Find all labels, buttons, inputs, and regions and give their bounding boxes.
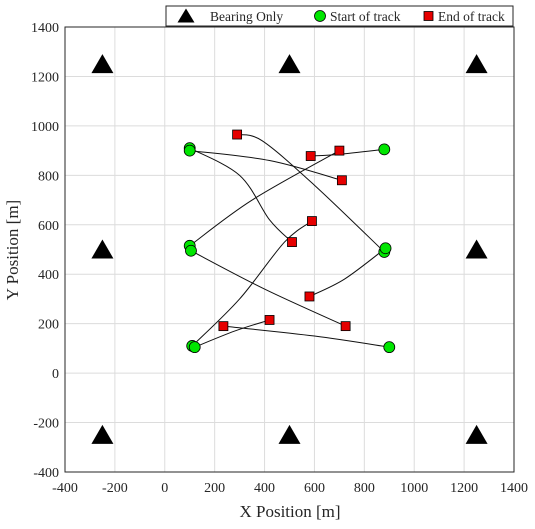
sensor-triangle-2 [278, 54, 301, 74]
track-end-marker-6 [304, 291, 315, 302]
track-line-8 [191, 220, 313, 347]
sensor-triangle-5 [465, 239, 488, 259]
y-axis-label: Y Position [m] [3, 200, 22, 300]
track-line-9 [194, 319, 270, 348]
legend-sensor-marker [177, 8, 195, 23]
start-markers [183, 142, 396, 354]
sensor-markers [91, 54, 488, 444]
legend-end-label: End of track [438, 9, 505, 24]
track-lines [189, 134, 390, 348]
legend-sensor-label: Bearing Only [210, 9, 283, 24]
track-end-marker-7 [340, 321, 351, 332]
y-tick-label: 800 [38, 169, 59, 184]
track-end-marker-8 [307, 216, 317, 226]
track-start-marker-9 [188, 341, 201, 354]
sensor-triangle-7 [278, 424, 301, 444]
track-start-marker-7 [185, 244, 197, 257]
y-tick-label: -400 [33, 466, 59, 481]
end-markers [218, 129, 351, 332]
legend-end-marker [423, 11, 434, 21]
legend-start-marker [314, 10, 326, 22]
x-tick-label: 200 [204, 481, 225, 496]
y-tick-label: 200 [38, 318, 59, 333]
x-tick-label: 1000 [400, 481, 428, 496]
track-end-marker-3 [336, 175, 347, 186]
x-tick-label: 0 [161, 481, 168, 496]
track-start-marker-3 [183, 144, 196, 157]
x-tick-label: 800 [354, 481, 375, 496]
x-tick-label: -200 [102, 481, 128, 496]
track-end-marker-1 [287, 237, 297, 247]
x-tick-label: -400 [52, 481, 78, 496]
sensor-triangle-8 [465, 424, 488, 444]
track-end-marker-10 [218, 321, 229, 332]
track-line-3 [189, 150, 343, 181]
track-line-7 [190, 250, 346, 327]
track-start-marker-6 [379, 242, 392, 255]
y-tick-label: 1000 [31, 120, 59, 135]
x-tick-label: 400 [254, 481, 275, 496]
x-tick-label: 1400 [500, 481, 528, 496]
track-end-marker-4 [334, 145, 345, 156]
track-line-5 [236, 134, 385, 253]
track-line-10 [223, 325, 390, 348]
sensor-triangle-6 [91, 424, 114, 444]
track-line-2 [310, 148, 385, 157]
x-tick-labels: -400 -200 0 200 400 600 800 1000 1200 1400 [52, 481, 528, 496]
x-tick-label: 600 [304, 481, 325, 496]
sensor-triangle-1 [91, 54, 114, 74]
y-tick-label: 600 [38, 219, 59, 234]
grid [64, 26, 515, 473]
track-end-marker-2 [305, 151, 316, 161]
plot-frame [64, 26, 515, 473]
track-line-4 [189, 150, 340, 247]
x-axis-label: X Position [m] [239, 502, 340, 521]
legend: Bearing Only Start of track End of track [165, 5, 514, 27]
track-line-6 [309, 247, 386, 297]
x-tick-label: 1200 [450, 481, 478, 496]
sensor-triangle-3 [465, 54, 488, 74]
legend-box [165, 5, 514, 27]
sensor-triangle-4 [91, 239, 114, 259]
track-start-marker-10 [383, 341, 396, 354]
legend-start-label: Start of track [330, 9, 401, 24]
track-end-marker-9 [264, 315, 275, 325]
track-start-marker-2 [378, 143, 391, 156]
y-tick-label: 400 [38, 268, 59, 283]
y-tick-label: 1400 [31, 21, 59, 36]
y-tick-labels: -400 -200 0 200 400 600 800 1000 1200 1400 [31, 21, 59, 481]
track-end-marker-5 [232, 129, 243, 140]
y-tick-label: 1200 [31, 70, 59, 85]
y-tick-label: -200 [33, 417, 59, 432]
y-tick-label: 0 [52, 367, 59, 382]
